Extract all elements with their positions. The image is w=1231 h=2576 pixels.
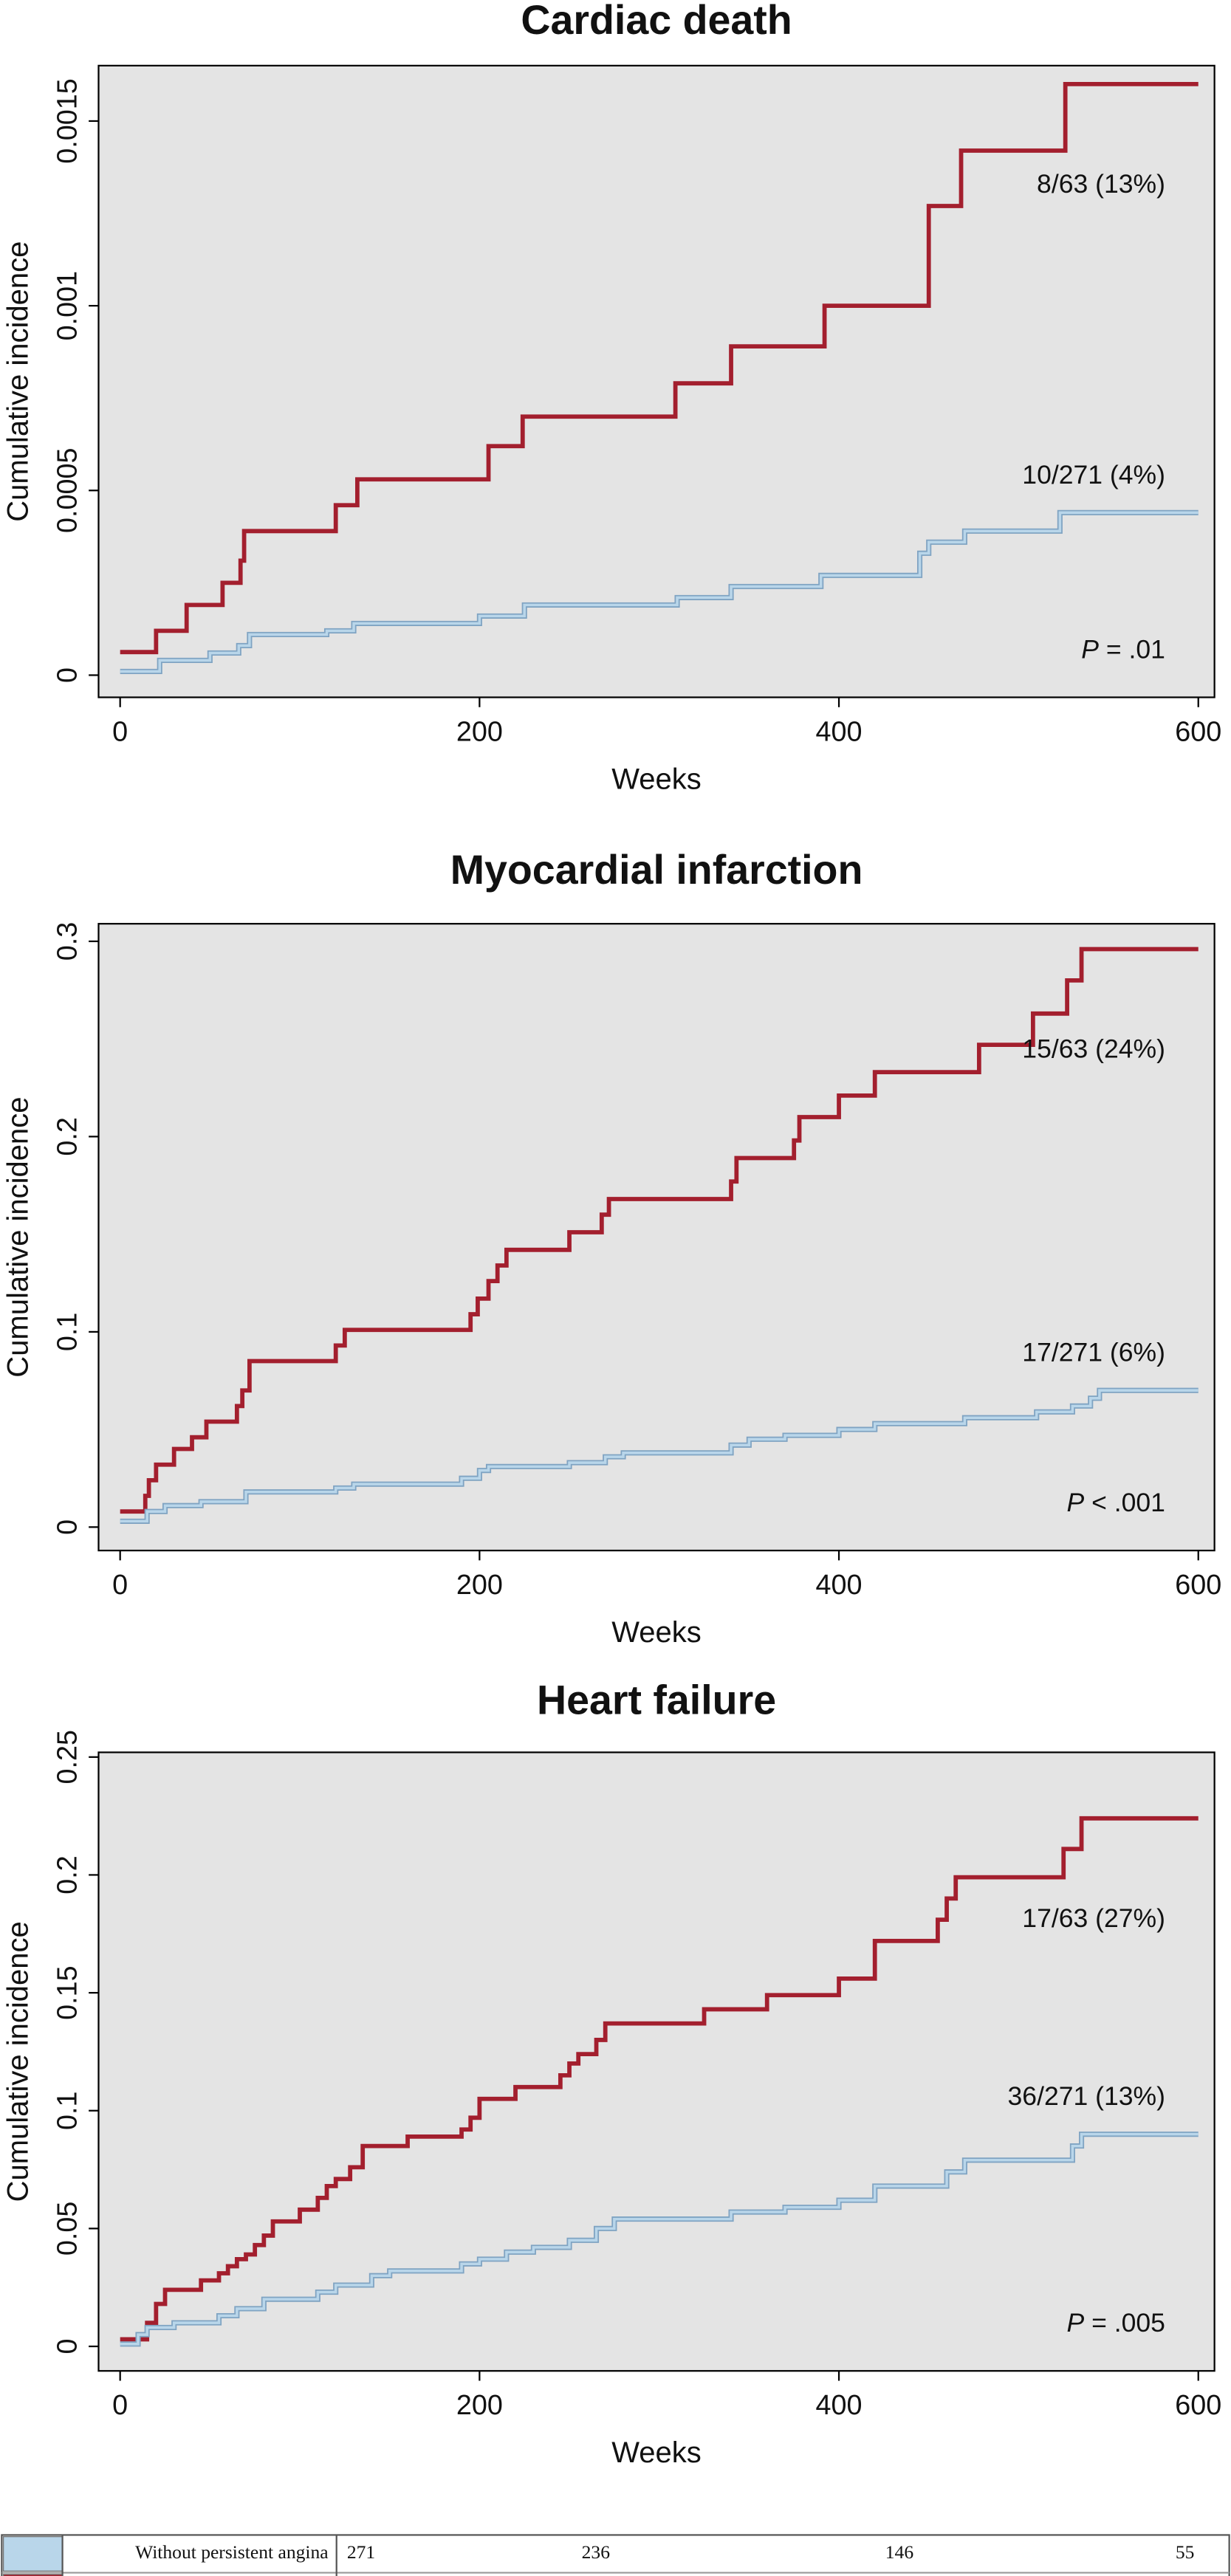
series-label: 17/63 (27%) xyxy=(1022,1903,1165,1933)
y-tick-label: 0.2 xyxy=(52,1117,83,1156)
chart-title: Heart failure xyxy=(537,1677,776,1723)
series-label: 8/63 (13%) xyxy=(1037,169,1165,199)
series-line xyxy=(120,1816,1199,2342)
series-line xyxy=(120,511,1199,673)
p-text: = .01 xyxy=(1106,635,1165,664)
p-symbol: P xyxy=(1067,2308,1085,2338)
series-line xyxy=(120,947,1199,1514)
p-space xyxy=(1084,2308,1091,2338)
x-axis-label: Weeks xyxy=(611,2436,702,2469)
chart-title: Cardiac death xyxy=(521,0,792,43)
at-risk-count: 146 xyxy=(885,2541,914,2563)
y-tick-label: 0.25 xyxy=(52,1730,83,1785)
series-label: 17/271 (6%) xyxy=(1022,1338,1165,1367)
at-risk-count: 236 xyxy=(582,2541,611,2563)
x-tick-label: 600 xyxy=(1175,2390,1221,2421)
plot-area xyxy=(97,923,1215,1552)
p-space xyxy=(1099,635,1106,664)
p-symbol: P xyxy=(1081,635,1099,664)
y-tick-label: 0.0015 xyxy=(52,78,83,164)
p-text: < .001 xyxy=(1091,1488,1165,1517)
x-tick-label: 0 xyxy=(112,1570,128,1601)
p-space xyxy=(1084,1488,1091,1517)
x-tick-label: 0 xyxy=(112,716,128,747)
risk-table-frame xyxy=(1,2534,1230,2576)
y-tick-label: 0.1 xyxy=(52,2091,83,2130)
x-axis-label: Weeks xyxy=(611,1616,702,1649)
x-tick-label: 200 xyxy=(456,1570,503,1601)
y-axis-label: Cumulative incidence xyxy=(1,241,34,522)
x-axis-label: Weeks xyxy=(611,763,702,795)
y-tick-label: 0.05 xyxy=(52,2202,83,2256)
y-tick-label: 0.15 xyxy=(52,1965,83,2020)
y-tick-label: 0.2 xyxy=(52,1855,83,1895)
series-label: 10/271 (4%) xyxy=(1022,460,1165,490)
legend-swatch xyxy=(2,2535,64,2572)
x-tick-label: 200 xyxy=(456,2390,503,2421)
chart-title: Myocardial infarction xyxy=(450,847,863,893)
y-axis-label: Cumulative incidence xyxy=(1,1921,34,2202)
series-line xyxy=(120,82,1199,655)
x-tick-label: 400 xyxy=(816,2390,863,2421)
series-label: 15/63 (24%) xyxy=(1022,1034,1165,1064)
y-axis-label: Cumulative incidence xyxy=(1,1097,34,1378)
series-line xyxy=(120,1389,1199,1523)
series-line xyxy=(120,2132,1199,2346)
y-tick-label: 0 xyxy=(52,2339,83,2355)
x-tick-label: 600 xyxy=(1175,716,1221,747)
p-value: P = .01 xyxy=(1081,635,1165,664)
at-risk-count: 271 xyxy=(347,2541,375,2563)
y-tick-label: 0.001 xyxy=(52,271,83,341)
y-tick-label: 0.3 xyxy=(52,922,83,961)
plot-area xyxy=(97,64,1215,698)
x-tick-label: 600 xyxy=(1175,1570,1221,1601)
series-label: 36/271 (13%) xyxy=(1008,2081,1165,2111)
x-tick-label: 0 xyxy=(112,2390,128,2421)
p-symbol: P xyxy=(1067,1488,1085,1517)
y-tick-label: 0.1 xyxy=(52,1313,83,1352)
at-risk-count: 55 xyxy=(1176,2541,1195,2563)
y-tick-label: 0 xyxy=(52,1519,83,1535)
legend-swatch xyxy=(2,2574,64,2576)
x-tick-label: 200 xyxy=(456,716,503,747)
x-tick-label: 400 xyxy=(816,1570,863,1601)
p-text: = .005 xyxy=(1091,2308,1165,2338)
plot-area xyxy=(97,1751,1215,2372)
y-tick-label: 0.0005 xyxy=(52,448,83,534)
p-value: P < .001 xyxy=(1067,1488,1165,1517)
y-tick-label: 0 xyxy=(52,667,83,683)
row-name: Without persistent angina xyxy=(135,2541,328,2563)
x-tick-label: 400 xyxy=(816,716,863,747)
p-value: P = .005 xyxy=(1067,2308,1165,2338)
